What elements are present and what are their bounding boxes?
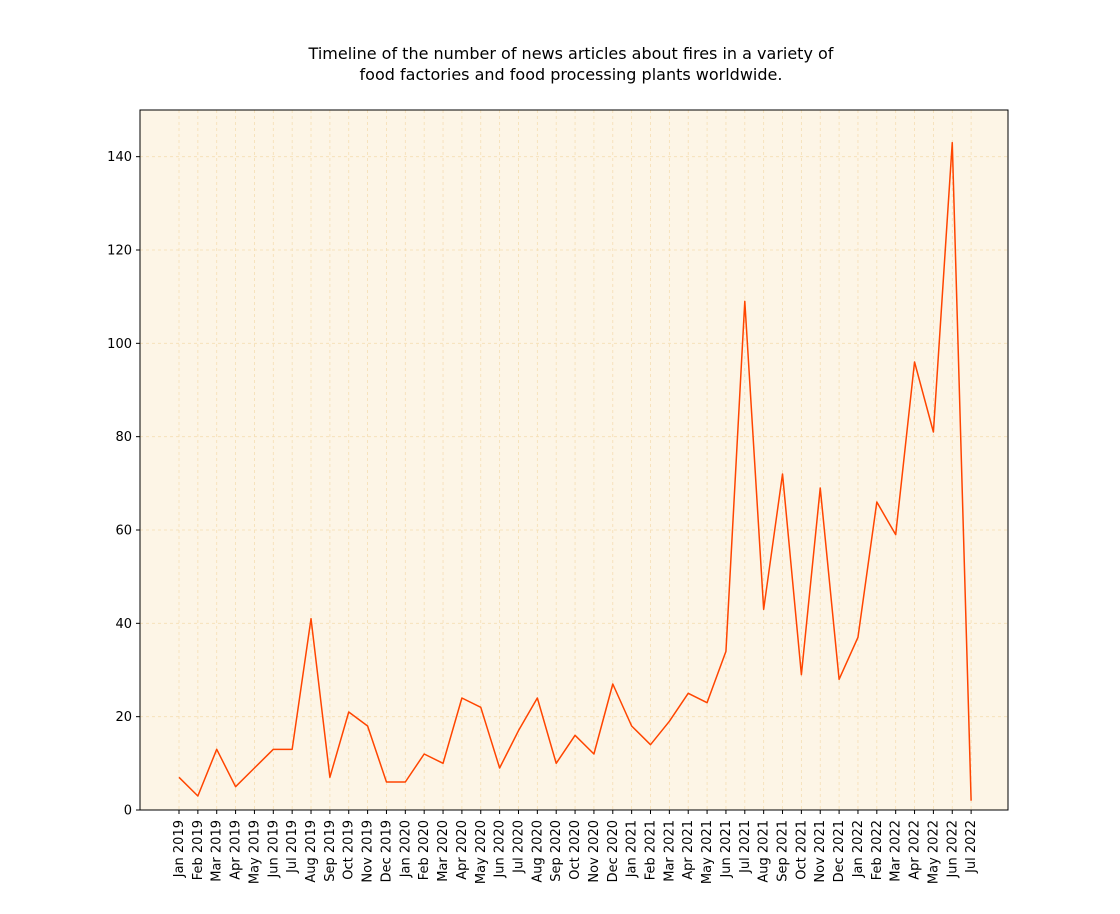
y-tick-label: 80	[115, 430, 132, 445]
y-tick-label: 0	[124, 804, 132, 819]
x-tick-label: Apr 2020	[455, 820, 470, 880]
x-tick-label: May 2019	[247, 820, 262, 884]
x-tick-label: Dec 2021	[832, 820, 847, 882]
y-tick-label: 60	[115, 524, 132, 539]
series-layer	[178, 141, 972, 801]
x-tick-label: Jul 2022	[964, 820, 979, 874]
chart-title-line-1: Timeline of the number of news articles …	[308, 44, 834, 63]
x-tick-label: Mar 2020	[436, 820, 451, 882]
x-tick-label: Sep 2019	[323, 820, 338, 882]
x-tick-label: May 2021	[700, 820, 715, 884]
y-tick-label: 20	[115, 710, 132, 725]
x-tick-label: Apr 2019	[229, 820, 244, 880]
chart-title-line-2: food factories and food processing plant…	[360, 65, 783, 84]
x-tick-label: Nov 2019	[361, 820, 376, 883]
plot-area	[140, 110, 1008, 810]
plot-frame	[139, 109, 1009, 811]
y-tick-label: 120	[107, 244, 132, 259]
x-tick-label: Sep 2020	[549, 820, 564, 882]
x-tick-label: Mar 2021	[662, 820, 677, 882]
x-tick-label: Jun 2022	[945, 820, 960, 879]
x-tick-label: Feb 2021	[644, 820, 659, 880]
x-tick-label: Oct 2021	[794, 820, 809, 880]
x-tick-label: Sep 2021	[776, 820, 791, 882]
x-tick-label: Jul 2020	[511, 820, 526, 874]
x-tick-label: Jan 2020	[398, 820, 413, 878]
x-tick-label: Jan 2022	[851, 820, 866, 878]
x-tick-label: Jul 2019	[285, 820, 300, 874]
x-tick-label: Jun 2020	[493, 820, 508, 879]
x-tick-label: May 2020	[474, 820, 489, 884]
series-line	[178, 141, 972, 801]
x-tick-label: Jan 2019	[172, 820, 187, 878]
y-tick-label: 40	[115, 617, 132, 632]
x-tick-label: Aug 2019	[304, 820, 319, 883]
x-tick-label: Apr 2021	[681, 820, 696, 880]
grid-lines	[140, 110, 1008, 811]
x-tick-label: Jan 2021	[625, 820, 640, 878]
x-tick-label: Apr 2022	[908, 820, 923, 880]
y-tick-label: 100	[107, 337, 132, 352]
x-tick-label: Feb 2020	[417, 820, 432, 880]
x-tick-label: Nov 2021	[813, 820, 828, 883]
x-tick-label: Dec 2019	[379, 820, 394, 882]
x-tick-label: Aug 2020	[530, 820, 545, 883]
x-tick-label: May 2022	[926, 820, 941, 884]
x-tick-label: Mar 2022	[889, 820, 904, 882]
x-tick-label: Jun 2019	[266, 820, 281, 879]
x-tick-label: Dec 2020	[606, 820, 621, 882]
x-tick-label: Aug 2021	[757, 820, 772, 883]
x-tick-label: Feb 2019	[191, 820, 206, 880]
x-tick-label: Feb 2022	[870, 820, 885, 880]
x-tick-label: Nov 2020	[587, 820, 602, 883]
x-tick-label: Jul 2021	[738, 820, 753, 874]
axes: 0 20 40 60 80 100 120 140 Jan 2019 Feb 2019 Mar 20…	[107, 150, 979, 884]
x-tick-label: Oct 2019	[342, 820, 357, 880]
x-tick-label: Mar 2019	[210, 820, 225, 882]
y-tick-label: 140	[107, 150, 132, 165]
x-tick-label: Jun 2021	[719, 820, 734, 879]
x-tick-label: Oct 2020	[568, 820, 583, 880]
